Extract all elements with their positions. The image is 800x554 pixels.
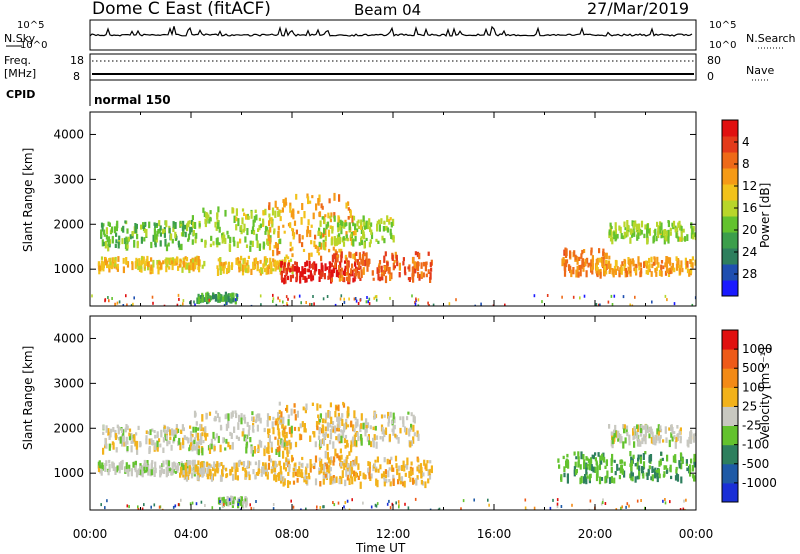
xaxis-label: Time UT xyxy=(355,541,406,554)
freq-tick-top: 18 xyxy=(70,54,84,67)
colorbar-segment xyxy=(722,200,738,217)
range-tick-label: 4000 xyxy=(53,127,84,141)
colorbar-tick-label: 16 xyxy=(742,201,757,215)
ground-scatter-speckle xyxy=(100,497,687,510)
colorbar-tick-label: 24 xyxy=(742,245,757,259)
colorbar-segment xyxy=(722,330,738,350)
time-tick-label: 08:00 xyxy=(275,527,310,541)
noise-panel: 10^5 10^0 10^5 10^0 N.Sky N.Search xyxy=(4,19,796,51)
freq-tick-bottom: 8 xyxy=(73,70,80,83)
velocity-panel: 1000 2000 3000 4000 Slant Range [km] xyxy=(21,315,697,511)
power-ylabel: Slant Range [km] xyxy=(21,148,35,252)
colorbar-tick-label: 4 xyxy=(742,135,750,149)
cpid-label: CPID xyxy=(6,88,35,101)
scatter-region-11 xyxy=(595,255,696,278)
colorbar-tick-label: 25 xyxy=(742,399,757,413)
time-tick-label: 12:00 xyxy=(376,527,411,541)
colorbar-segment xyxy=(722,152,738,169)
colorbar-segment xyxy=(722,120,738,137)
velocity-colorbar-label: Velocity [m s⁻¹] xyxy=(758,347,772,440)
colorbar-tick-label: 8 xyxy=(742,157,750,171)
colorbar-tick-label: 12 xyxy=(742,179,757,193)
cpid-value: normal 150 xyxy=(94,93,171,107)
scatter-region-1 xyxy=(97,255,206,275)
ground-scatter-speckle xyxy=(91,293,696,306)
scatter-region-8 xyxy=(317,215,395,250)
range-tick-label: 2000 xyxy=(53,217,84,231)
range-tick-label: 1000 xyxy=(53,466,84,480)
colorbar-tick-label: 1000 xyxy=(742,342,773,356)
scatter-region-8 xyxy=(217,495,248,509)
time-tick-label: 20:00 xyxy=(578,527,613,541)
colorbar-segment xyxy=(722,444,738,465)
scatter-region-12 xyxy=(608,220,696,245)
freq-unit-label: [MHz] xyxy=(4,67,36,80)
time-tick-label: 00:00 xyxy=(73,527,108,541)
colorbar-segment xyxy=(722,136,738,153)
range-tick-label: 1000 xyxy=(53,262,84,276)
noise-tick-right-bottom: 10^0 xyxy=(709,40,736,51)
colorbar-segment xyxy=(722,368,738,388)
date-title: 27/Mar/2019 xyxy=(587,0,689,18)
colorbar-segment xyxy=(722,482,738,503)
velocity-ylabel: Slant Range [km] xyxy=(21,346,35,450)
range-tick-label: 3000 xyxy=(53,172,84,186)
colorbar-segment xyxy=(722,264,738,281)
scatter-region-9 xyxy=(196,291,239,305)
beam-title: Beam 04 xyxy=(354,1,421,19)
time-tick-label: 00:00 xyxy=(679,527,714,541)
colorbar-segment xyxy=(722,387,738,407)
nsearch-label: N.Search xyxy=(746,32,796,45)
range-tick-label: 4000 xyxy=(53,331,84,345)
scatter-region-2 xyxy=(100,219,194,252)
nave-tick-top: 80 xyxy=(707,54,721,67)
station-title: Dome C East (fitACF) xyxy=(92,0,271,19)
nave-label: Nave xyxy=(746,64,774,77)
colorbar-segment xyxy=(722,248,738,265)
freq-label: Freq. xyxy=(4,54,31,67)
nave-tick-bottom: 0 xyxy=(707,70,714,83)
noise-tick-right-top: 10^5 xyxy=(709,20,736,31)
noise-trace xyxy=(89,25,693,37)
scatter-region-6 xyxy=(279,455,433,489)
frequency-panel: 18 8 80 0 Freq. [MHz] Nave CPID normal 1… xyxy=(4,53,774,107)
noise-tick-left-top: 10^5 xyxy=(17,20,44,31)
colorbar-segment xyxy=(722,216,738,233)
scatter-region-10 xyxy=(608,423,696,449)
colorbar-tick-label: 100 xyxy=(742,380,765,394)
colorbar-segment xyxy=(722,184,738,201)
velocity-colorbar: 1000 500 100 25 -25 -100 -500 -1000 xyxy=(721,329,777,503)
colorbar-segment xyxy=(722,463,738,484)
range-tick-label: 3000 xyxy=(53,376,84,390)
scatter-region-3 xyxy=(191,206,282,252)
colorbar-segment xyxy=(722,232,738,249)
noise-tick-left-bottom: 10^0 xyxy=(20,40,47,51)
colorbar-tick-label: -25 xyxy=(742,419,762,433)
scatter-region-3 xyxy=(191,410,293,459)
time-tick-label: 04:00 xyxy=(174,527,209,541)
scatter-region-2 xyxy=(102,424,205,455)
scatter-region-4 xyxy=(179,459,281,483)
colorbar-tick-label: -100 xyxy=(742,438,769,452)
range-tick-label: 2000 xyxy=(53,421,84,435)
colorbar-segment xyxy=(722,425,738,446)
power-colorbar-label: Power [dB] xyxy=(758,183,772,248)
nsky-label: N.Sky xyxy=(4,32,36,45)
colorbar-tick-label: 500 xyxy=(742,361,765,375)
colorbar-tick-label: 28 xyxy=(742,267,757,281)
scatter-region-9 xyxy=(557,451,696,485)
scatter-region-7 xyxy=(330,251,433,284)
colorbar-tick-label: -500 xyxy=(742,457,769,471)
colorbar-segment xyxy=(722,168,738,185)
power-panel: 1000 2000 3000 4000 Slant Range [km] xyxy=(21,111,697,307)
colorbar-tick-label: 20 xyxy=(742,223,757,237)
colorbar-segment xyxy=(722,349,738,369)
colorbar-segment xyxy=(722,280,738,297)
time-tick-label: 16:00 xyxy=(477,527,512,541)
scatter-region-7 xyxy=(317,410,420,449)
colorbar-tick-label: -1000 xyxy=(742,476,777,490)
power-colorbar: 4 8 12 16 20 24 28 xyxy=(721,119,757,297)
colorbar-segment xyxy=(722,406,738,426)
